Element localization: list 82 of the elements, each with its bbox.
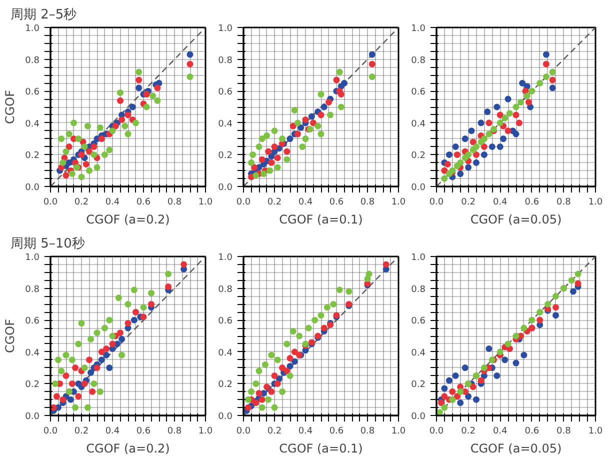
y-tick-label: 0.2 [218, 380, 233, 390]
x-tick-label: 0.8 [167, 426, 182, 436]
y-tick-label: 0.0 [25, 412, 40, 422]
y-tick-label: 0.6 [218, 316, 233, 327]
x-tick-label: 0.8 [167, 198, 182, 208]
y-tick-label: 0.6 [411, 316, 426, 327]
x-tick-label: 0.6 [524, 198, 540, 208]
x-tick-label: 0.8 [360, 198, 375, 208]
x-tick-label: 0.2 [461, 426, 476, 436]
y-tick-label: 0.0 [218, 412, 233, 422]
x-tick-label: 0.0 [236, 426, 251, 436]
y-tick-label: 0.8 [411, 56, 426, 66]
y-tick-label: 1.0 [218, 253, 233, 263]
y-tick-label: 0.4 [411, 348, 426, 358]
x-axis-title: CGOF (a=0.1) [279, 212, 363, 226]
y-tick-label: 0.8 [25, 284, 40, 295]
x-tick-label: 0.6 [524, 426, 540, 436]
x-tick-label: 1.0 [198, 426, 213, 436]
x-tick-label: 1.0 [198, 198, 213, 208]
x-tick-label: 0.4 [298, 198, 313, 208]
x-tick-label: 0.2 [267, 426, 282, 436]
x-axis-title: CGOF (a=0.2) [86, 442, 170, 456]
x-tick-label: 0.4 [105, 198, 120, 208]
x-tick-label: 1.0 [391, 426, 406, 436]
x-tick-label: 0.8 [556, 198, 572, 208]
y-axis-title: CGOF [3, 90, 18, 124]
y-tick-label: 1.0 [25, 24, 40, 34]
x-tick-label: 0.0 [236, 198, 251, 208]
y-tick-label: 0.4 [411, 119, 426, 130]
x-axis-title: CGOF (a=0.05) [470, 442, 562, 456]
x-tick-label: 0.4 [492, 198, 508, 208]
x-tick-label: 0.4 [298, 426, 313, 436]
x-tick-label: 0.4 [492, 426, 508, 436]
x-tick-label: 1.0 [588, 426, 603, 436]
y-tick-label: 0.6 [411, 88, 426, 98]
y-tick-label: 0.6 [218, 88, 233, 98]
y-tick-label: 0.0 [411, 183, 426, 193]
y-tick-label: 0.2 [411, 151, 426, 162]
x-axis-title: CGOF (a=0.05) [470, 212, 562, 226]
x-tick-label: 0.0 [429, 426, 444, 436]
y-tick-label: 0.8 [411, 284, 426, 295]
y-tick-label: 0.2 [411, 380, 426, 390]
y-tick-label: 0.2 [25, 380, 40, 390]
x-tick-label: 0.0 [43, 426, 58, 436]
y-tick-label: 1.0 [25, 253, 40, 263]
y-tick-label: 0.8 [218, 56, 233, 66]
x-tick-label: 0.2 [74, 198, 89, 208]
x-tick-label: 0.8 [360, 426, 375, 436]
x-axis-title: CGOF (a=0.2) [86, 212, 170, 226]
chart-title: 周期 2–5秒 [10, 8, 77, 22]
y-tick-label: 0.4 [218, 348, 233, 358]
y-tick-label: 0.4 [218, 119, 233, 130]
x-tick-label: 0.6 [329, 198, 344, 208]
x-tick-label: 0.0 [429, 198, 444, 208]
y-tick-label: 0.0 [411, 412, 426, 422]
y-tick-label: 0.0 [25, 183, 40, 193]
y-tick-label: 0.6 [25, 88, 40, 98]
y-tick-label: 0.8 [25, 56, 40, 66]
x-tick-label: 1.0 [588, 198, 603, 208]
x-axis-title: CGOF (a=0.1) [279, 442, 363, 456]
y-tick-label: 0.2 [25, 151, 40, 162]
y-tick-label: 0.4 [25, 119, 40, 130]
x-tick-label: 1.0 [391, 198, 406, 208]
y-tick-label: 1.0 [218, 24, 233, 34]
x-tick-label: 0.6 [136, 426, 151, 436]
y-tick-label: 0.0 [218, 183, 233, 193]
x-tick-label: 0.6 [329, 426, 344, 436]
x-tick-label: 0.2 [74, 426, 89, 436]
y-tick-label: 1.0 [411, 24, 426, 34]
y-tick-label: 0.6 [25, 316, 40, 327]
y-tick-label: 0.4 [25, 348, 40, 358]
x-tick-label: 0.2 [267, 198, 282, 208]
x-tick-label: 0.8 [556, 426, 572, 436]
y-tick-label: 0.2 [218, 151, 233, 162]
chart-title: 周期 5–10秒 [10, 236, 85, 252]
y-tick-label: 0.8 [218, 284, 233, 295]
x-tick-label: 0.4 [105, 426, 120, 436]
x-tick-label: 0.0 [43, 198, 58, 208]
y-axis-title: CGOF [3, 318, 18, 354]
x-tick-label: 0.2 [461, 198, 476, 208]
x-tick-label: 0.6 [136, 198, 151, 208]
y-tick-label: 1.0 [411, 253, 426, 263]
